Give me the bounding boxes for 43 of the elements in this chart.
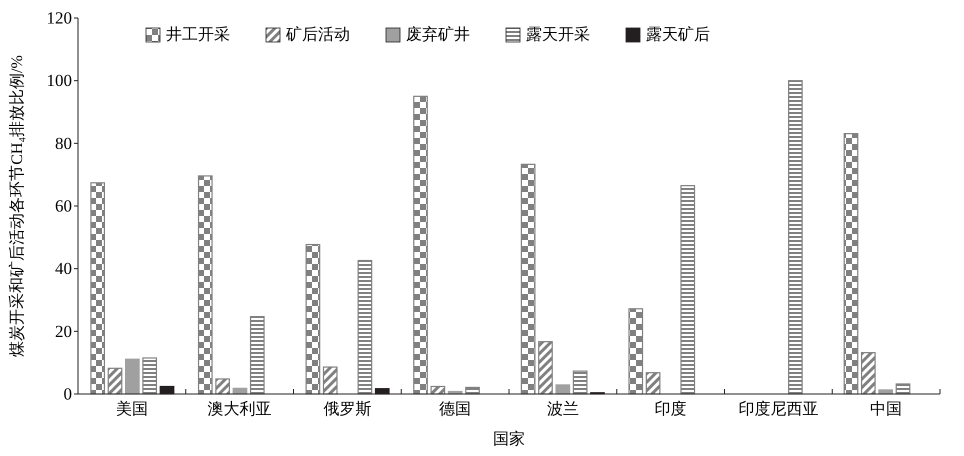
bar [250,316,265,395]
y-axis-title: 煤炭开采和矿后活动各环节CH₄排放比例/% [8,55,26,357]
y-tick-label: 0 [64,384,72,404]
x-tick-label: 印度 [654,400,687,418]
bar [142,357,158,395]
bar [413,96,428,395]
bar [358,260,372,395]
x-axis-title: 国家 [493,430,525,448]
bar [215,378,230,395]
legend-label: 矿后活动 [285,26,350,44]
y-tick-label: 40 [55,259,72,278]
bar [788,80,803,395]
bar [90,182,106,395]
legend-label: 露天开采 [526,26,590,44]
x-tick-label: 澳大利亚 [208,400,272,418]
x-tick-label: 印度尼西亚 [738,400,818,418]
bar [680,185,696,395]
bar [896,383,910,395]
y-tick-label: 20 [55,322,72,341]
x-tick-label: 俄罗斯 [323,400,372,418]
bar [628,308,644,395]
x-tick-label: 美国 [116,400,148,418]
y-tick-label: 100 [46,71,72,90]
x-tick-label: 中国 [870,400,902,418]
bar [860,352,876,395]
y-tick-label: 60 [55,196,72,216]
bar [572,370,588,395]
bar [124,358,140,395]
bar [306,244,320,395]
bar [520,164,536,395]
bar [538,341,553,395]
bar [198,175,213,395]
x-tick-label: 波兰 [546,400,579,418]
bar [322,366,338,395]
x-tick-label: 德国 [439,401,472,418]
bar [844,133,858,395]
legend-label: 露天矿后 [646,26,710,44]
y-tick-label: 80 [55,134,72,153]
legend-label: 废弃矿井 [406,26,470,44]
legend-label: 井工开采 [166,26,230,44]
y-tick-label: 120 [46,8,72,28]
bar [108,368,122,395]
bar [646,372,660,395]
